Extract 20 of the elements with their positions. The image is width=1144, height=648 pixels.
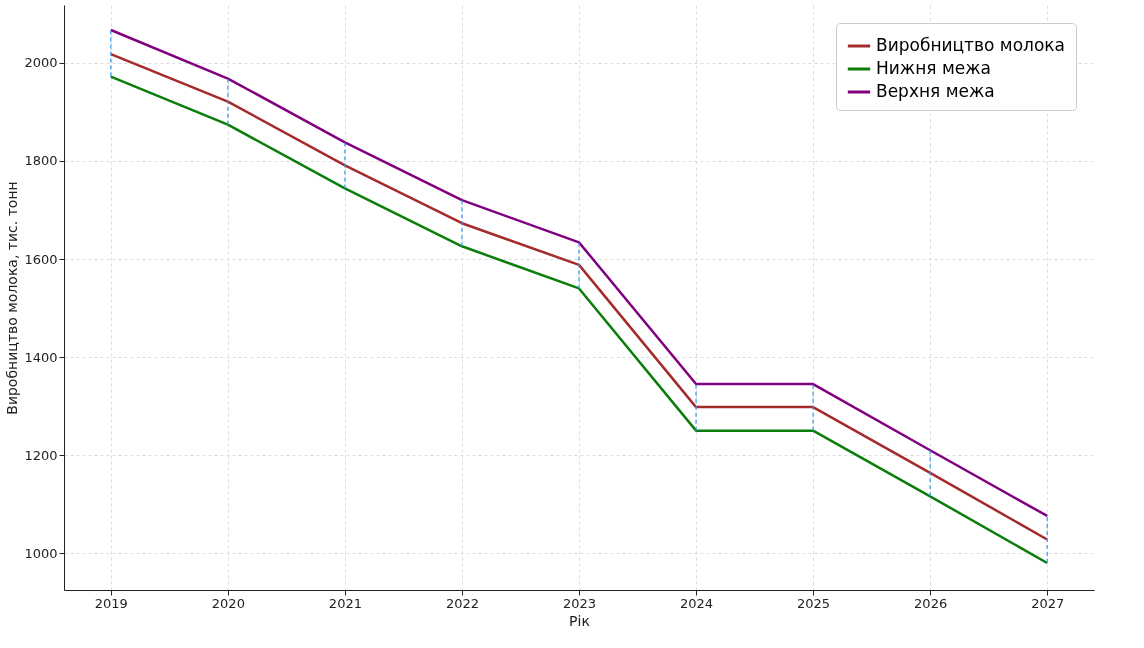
x-tick-label: 2020 xyxy=(211,595,245,611)
legend-label: Верхня межа xyxy=(876,81,995,101)
x-tick-label: 2023 xyxy=(562,595,597,611)
x-tick-label: 2021 xyxy=(328,595,362,611)
y-tick-label: 1600 xyxy=(24,251,58,267)
x-tick-label: 2024 xyxy=(680,595,714,611)
y-tick-label: 1800 xyxy=(24,153,58,169)
legend-label: Виробництво молока xyxy=(876,35,1066,55)
y-tick-label: 1000 xyxy=(24,545,58,561)
x-axis-title: Рік xyxy=(569,612,590,629)
x-tick-label: 2025 xyxy=(797,595,831,611)
y-tick-label: 2000 xyxy=(24,55,58,71)
x-tick-label: 2027 xyxy=(1031,595,1065,611)
x-tick-label: 2022 xyxy=(445,595,479,611)
y-tick-label: 1200 xyxy=(24,447,58,463)
y-axis-title: Виробництво молока, тис. тонн xyxy=(4,181,21,415)
x-tick-label: 2019 xyxy=(94,595,128,611)
y-tick-label: 1400 xyxy=(24,349,58,365)
x-tick-label: 2026 xyxy=(914,595,948,611)
legend-label: Нижня межа xyxy=(876,58,991,78)
